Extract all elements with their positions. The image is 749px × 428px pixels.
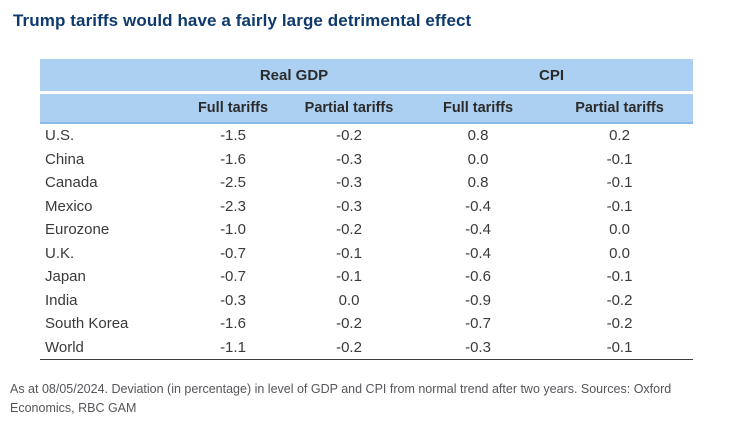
footnote: As at 08/05/2024. Deviation (in percenta… [10, 382, 672, 415]
country-cell: South Korea [45, 315, 129, 333]
value-cell: -1.6 [220, 150, 246, 168]
col-header-gdp-partial-tariffs: Partial tariffs [288, 92, 411, 124]
value-cell: -0.1 [336, 244, 362, 262]
value-cell: -0.3 [410, 335, 547, 360]
value-cell: -0.7 [220, 268, 246, 286]
table-row-south-korea: South Korea -1.6 -0.2 -0.7 -0.2 [40, 312, 693, 336]
value-cell: 0.8 [467, 127, 489, 145]
value-cell: -0.1 [606, 197, 633, 215]
table-row-mexico: Mexico -2.3 -0.3 -0.4 -0.1 [40, 195, 693, 219]
empty-header-cell [40, 92, 178, 124]
value-cell: 0.2 [609, 127, 630, 145]
column-header-row: Full tariffs Partial tariffs Full tariff… [40, 92, 694, 124]
table-row-canada: Canada -2.5 -0.3 0.8 -0.1 [40, 171, 693, 195]
country-cell: Eurozone [45, 221, 110, 239]
value-cell: -0.2 [336, 127, 362, 145]
value-cell: -0.2 [288, 335, 411, 360]
value-cell: -2.3 [220, 197, 246, 215]
group-header-cpi: CPI [410, 59, 694, 94]
table-row-japan: Japan -0.7 -0.1 -0.6 -0.1 [40, 265, 693, 289]
col-header-cpi-partial-tariffs: Partial tariffs [546, 92, 694, 124]
country-cell: Japan [45, 268, 86, 286]
value-cell: -2.5 [220, 174, 246, 192]
country-cell: U.S. [45, 127, 75, 145]
value-cell: -0.1 [606, 174, 633, 192]
value-cell: 0.0 [467, 150, 489, 168]
value-cell: -1.6 [220, 315, 246, 333]
value-cell: -0.2 [336, 221, 362, 239]
value-cell: -0.9 [465, 291, 491, 309]
group-header-real-gdp: Real GDP [178, 59, 411, 94]
group-header-row: Real GDP CPI [40, 59, 694, 94]
table-row-us: U.S. -1.5 -0.2 0.8 0.2 [40, 123, 693, 148]
value-cell: 0.0 [338, 291, 360, 309]
country-cell: Canada [45, 174, 98, 192]
value-cell: -0.3 [220, 291, 246, 309]
value-cell: -0.4 [465, 244, 491, 262]
col-header-cpi-full-tariffs: Full tariffs [410, 92, 547, 124]
country-cell: Mexico [45, 197, 93, 215]
value-cell: -0.2 [336, 315, 362, 333]
value-cell: -0.3 [336, 174, 362, 192]
value-cell: -0.4 [465, 221, 491, 239]
country-cell: World [40, 335, 178, 360]
table-row-eurozone: Eurozone -1.0 -0.2 -0.4 0.0 [40, 218, 693, 242]
country-cell: China [45, 150, 85, 168]
value-cell: -0.7 [220, 244, 246, 262]
page: Trump tariffs would have a fairly large … [0, 11, 749, 428]
col-header-gdp-full-tariffs: Full tariffs [178, 92, 288, 124]
value-cell: -0.2 [606, 315, 633, 333]
value-cell: -0.1 [606, 150, 633, 168]
value-cell: -0.3 [336, 150, 362, 168]
value-cell: -0.6 [465, 268, 491, 286]
value-cell: -0.2 [606, 291, 633, 309]
table-row-uk: U.K. -0.7 -0.1 -0.4 0.0 [40, 242, 693, 266]
tariff-impact-table: Real GDP CPI Full tariffs Partial tariff… [40, 59, 694, 360]
country-cell: India [45, 291, 78, 309]
value-cell: -0.1 [606, 268, 633, 286]
value-cell: 0.8 [467, 174, 489, 192]
country-cell: U.K. [45, 244, 75, 262]
value-cell: -1.1 [178, 335, 288, 360]
value-cell: -0.1 [546, 335, 694, 360]
table-row-india: India -0.3 0.0 -0.9 -0.2 [40, 289, 693, 313]
table-body: U.S. -1.5 -0.2 0.8 0.2 China -1.6 -0.3 0… [40, 123, 694, 360]
value-cell: -1.5 [220, 127, 246, 145]
value-cell: 0.0 [609, 244, 630, 262]
value-cell: -0.7 [465, 315, 491, 333]
value-cell: -0.4 [465, 197, 491, 215]
table-row-china: China -1.6 -0.3 0.0 -0.1 [40, 148, 693, 172]
empty-header-cell [40, 59, 178, 94]
value-cell: -1.0 [220, 221, 246, 239]
value-cell: -0.3 [336, 197, 362, 215]
value-cell: 0.0 [609, 221, 630, 239]
table-header: Real GDP CPI Full tariffs Partial tariff… [40, 59, 694, 124]
value-cell: -0.1 [336, 268, 362, 286]
table-row-world: World -1.1 -0.2 -0.3 -0.1 [40, 335, 694, 360]
page-title: Trump tariffs would have a fairly large … [13, 11, 472, 30]
